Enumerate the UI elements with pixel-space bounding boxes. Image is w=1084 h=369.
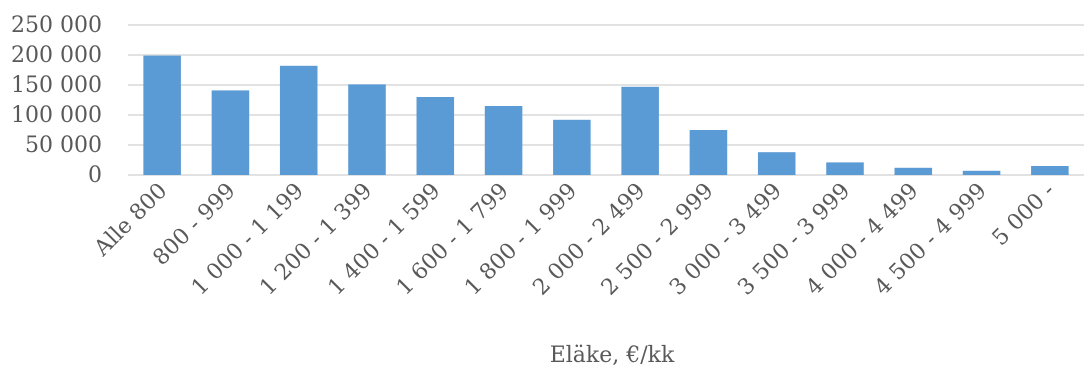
- bar: [894, 167, 933, 175]
- bar: [211, 90, 250, 175]
- bar: [553, 119, 591, 175]
- y-tick-label: 200 000: [11, 43, 102, 68]
- y-tick-label: 250 000: [11, 13, 102, 38]
- y-tick-label: 150 000: [11, 73, 102, 98]
- y-tick-label: 50 000: [25, 133, 102, 158]
- bar: [1031, 166, 1069, 175]
- y-axis-ticks: 0 50 000 100 000 150 000 200 000 250 000: [11, 13, 102, 188]
- bar: [621, 86, 659, 175]
- bar: [689, 130, 728, 175]
- bar: [348, 84, 386, 175]
- x-tick-label: 5 000 -: [988, 179, 1060, 251]
- x-axis-title: Eläke, €/kk: [550, 343, 675, 368]
- bar: [757, 152, 796, 175]
- bar: [279, 65, 318, 175]
- bar: [416, 97, 455, 175]
- bars: [143, 55, 1069, 175]
- bar: [962, 170, 1001, 175]
- bar: [826, 162, 864, 175]
- bar: [143, 55, 181, 175]
- y-tick-label: 0: [88, 163, 102, 188]
- gridlines: [128, 24, 1084, 176]
- y-tick-label: 100 000: [11, 103, 102, 128]
- bar: [484, 106, 523, 175]
